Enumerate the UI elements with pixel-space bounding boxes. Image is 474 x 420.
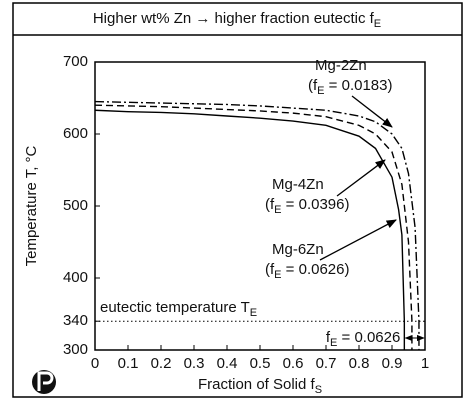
logo: [32, 370, 56, 394]
x-tick-label: 0.8: [349, 355, 370, 372]
series-label-part: (f: [265, 196, 275, 213]
series-label-part: E: [274, 204, 281, 216]
x-tick-label: 0.1: [118, 355, 139, 372]
y-tick-label: 500: [63, 197, 88, 214]
series-name: Mg-6Zn: [272, 241, 324, 258]
series-label-part: (f: [308, 77, 318, 94]
chart-title-part: E: [374, 18, 381, 30]
x-tick-label: 1: [421, 355, 429, 372]
y-tick-label: 400: [63, 269, 88, 286]
series-label: (fE = 0.0396): [265, 196, 349, 216]
series-label-part: (f: [265, 261, 275, 278]
series-label-part: = 0.0396): [282, 196, 350, 213]
fraction-label: fE = 0.0626: [326, 329, 401, 349]
x-tick-label: 0: [91, 355, 99, 372]
annotation-arrow: [319, 219, 397, 261]
eutectic-label-part: E: [250, 307, 257, 319]
y-tick-label: 340: [63, 312, 88, 329]
x-tick-label: 0.7: [316, 355, 337, 372]
chart-title-part: Higher wt% Zn → higher fraction eutectic…: [93, 10, 375, 27]
eutectic-label-part: eutectic temperature T: [100, 299, 250, 316]
y-tick-label: 700: [63, 53, 88, 70]
x-axis-label-part: Fraction of Solid f: [198, 376, 316, 393]
series-label-part: E: [274, 269, 281, 281]
x-tick-label: 0.3: [184, 355, 205, 372]
y-tick-label: 300: [63, 341, 88, 358]
x-axis-label: Fraction of Solid fS: [198, 376, 322, 396]
series-label-part: = 0.0626): [282, 261, 350, 278]
fraction-label-part: = 0.0626: [337, 329, 400, 346]
y-axis-label: Temperature T, °C: [23, 145, 40, 266]
y-tick-label: 600: [63, 125, 88, 142]
x-tick-label: 0.4: [217, 355, 238, 372]
annotation-arrow: [336, 159, 386, 197]
fraction-label-part: f: [326, 329, 331, 346]
annotation-arrow: [351, 95, 393, 128]
curve: [94, 109, 406, 350]
fraction-label-part: E: [330, 337, 337, 349]
x-tick-label: 0.6: [283, 355, 304, 372]
series-label-part: E: [317, 85, 324, 97]
x-tick-label: 0.9: [382, 355, 403, 372]
x-tick-label: 0.5: [250, 355, 271, 372]
series-label: (fE = 0.0183): [308, 77, 392, 97]
series-label-part: = 0.0183): [325, 77, 393, 94]
x-axis-label-part: S: [315, 384, 322, 396]
series-label: (fE = 0.0626): [265, 261, 349, 281]
series-name: Mg-2Zn: [315, 57, 367, 74]
outer-frame: [12, 2, 463, 398]
chart-title: Higher wt% Zn → higher fraction eutectic…: [93, 10, 381, 30]
series-name: Mg-4Zn: [272, 176, 324, 193]
curve: [94, 104, 413, 350]
eutectic-label: eutectic temperature TE: [100, 299, 257, 319]
x-tick-label: 0.2: [151, 355, 172, 372]
